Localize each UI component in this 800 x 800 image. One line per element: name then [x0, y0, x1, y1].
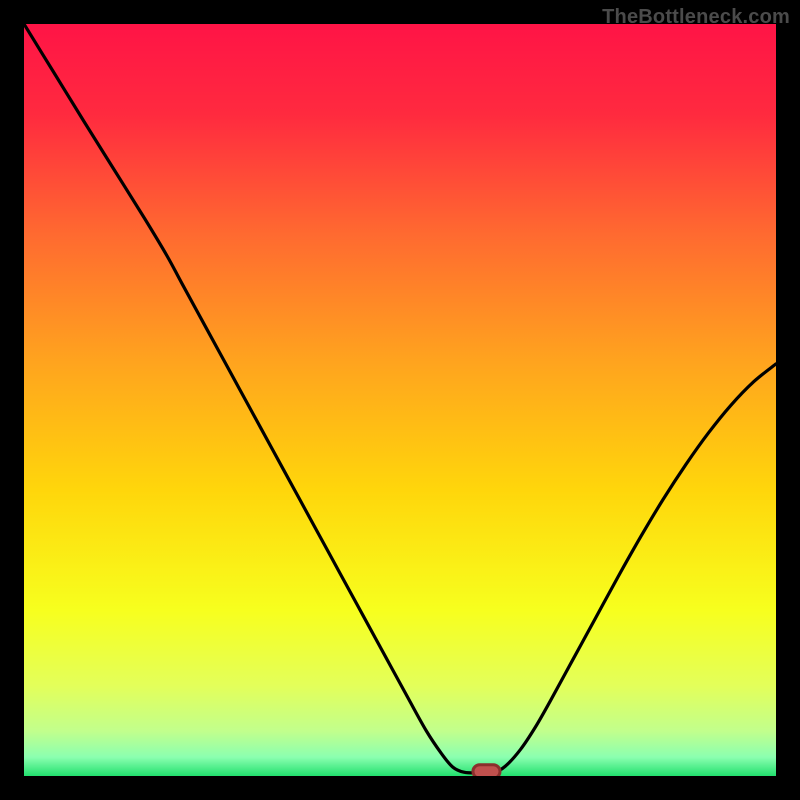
watermark-text: TheBottleneck.com [602, 6, 790, 29]
bottleneck-chart [0, 0, 800, 800]
gradient-background [24, 24, 776, 776]
